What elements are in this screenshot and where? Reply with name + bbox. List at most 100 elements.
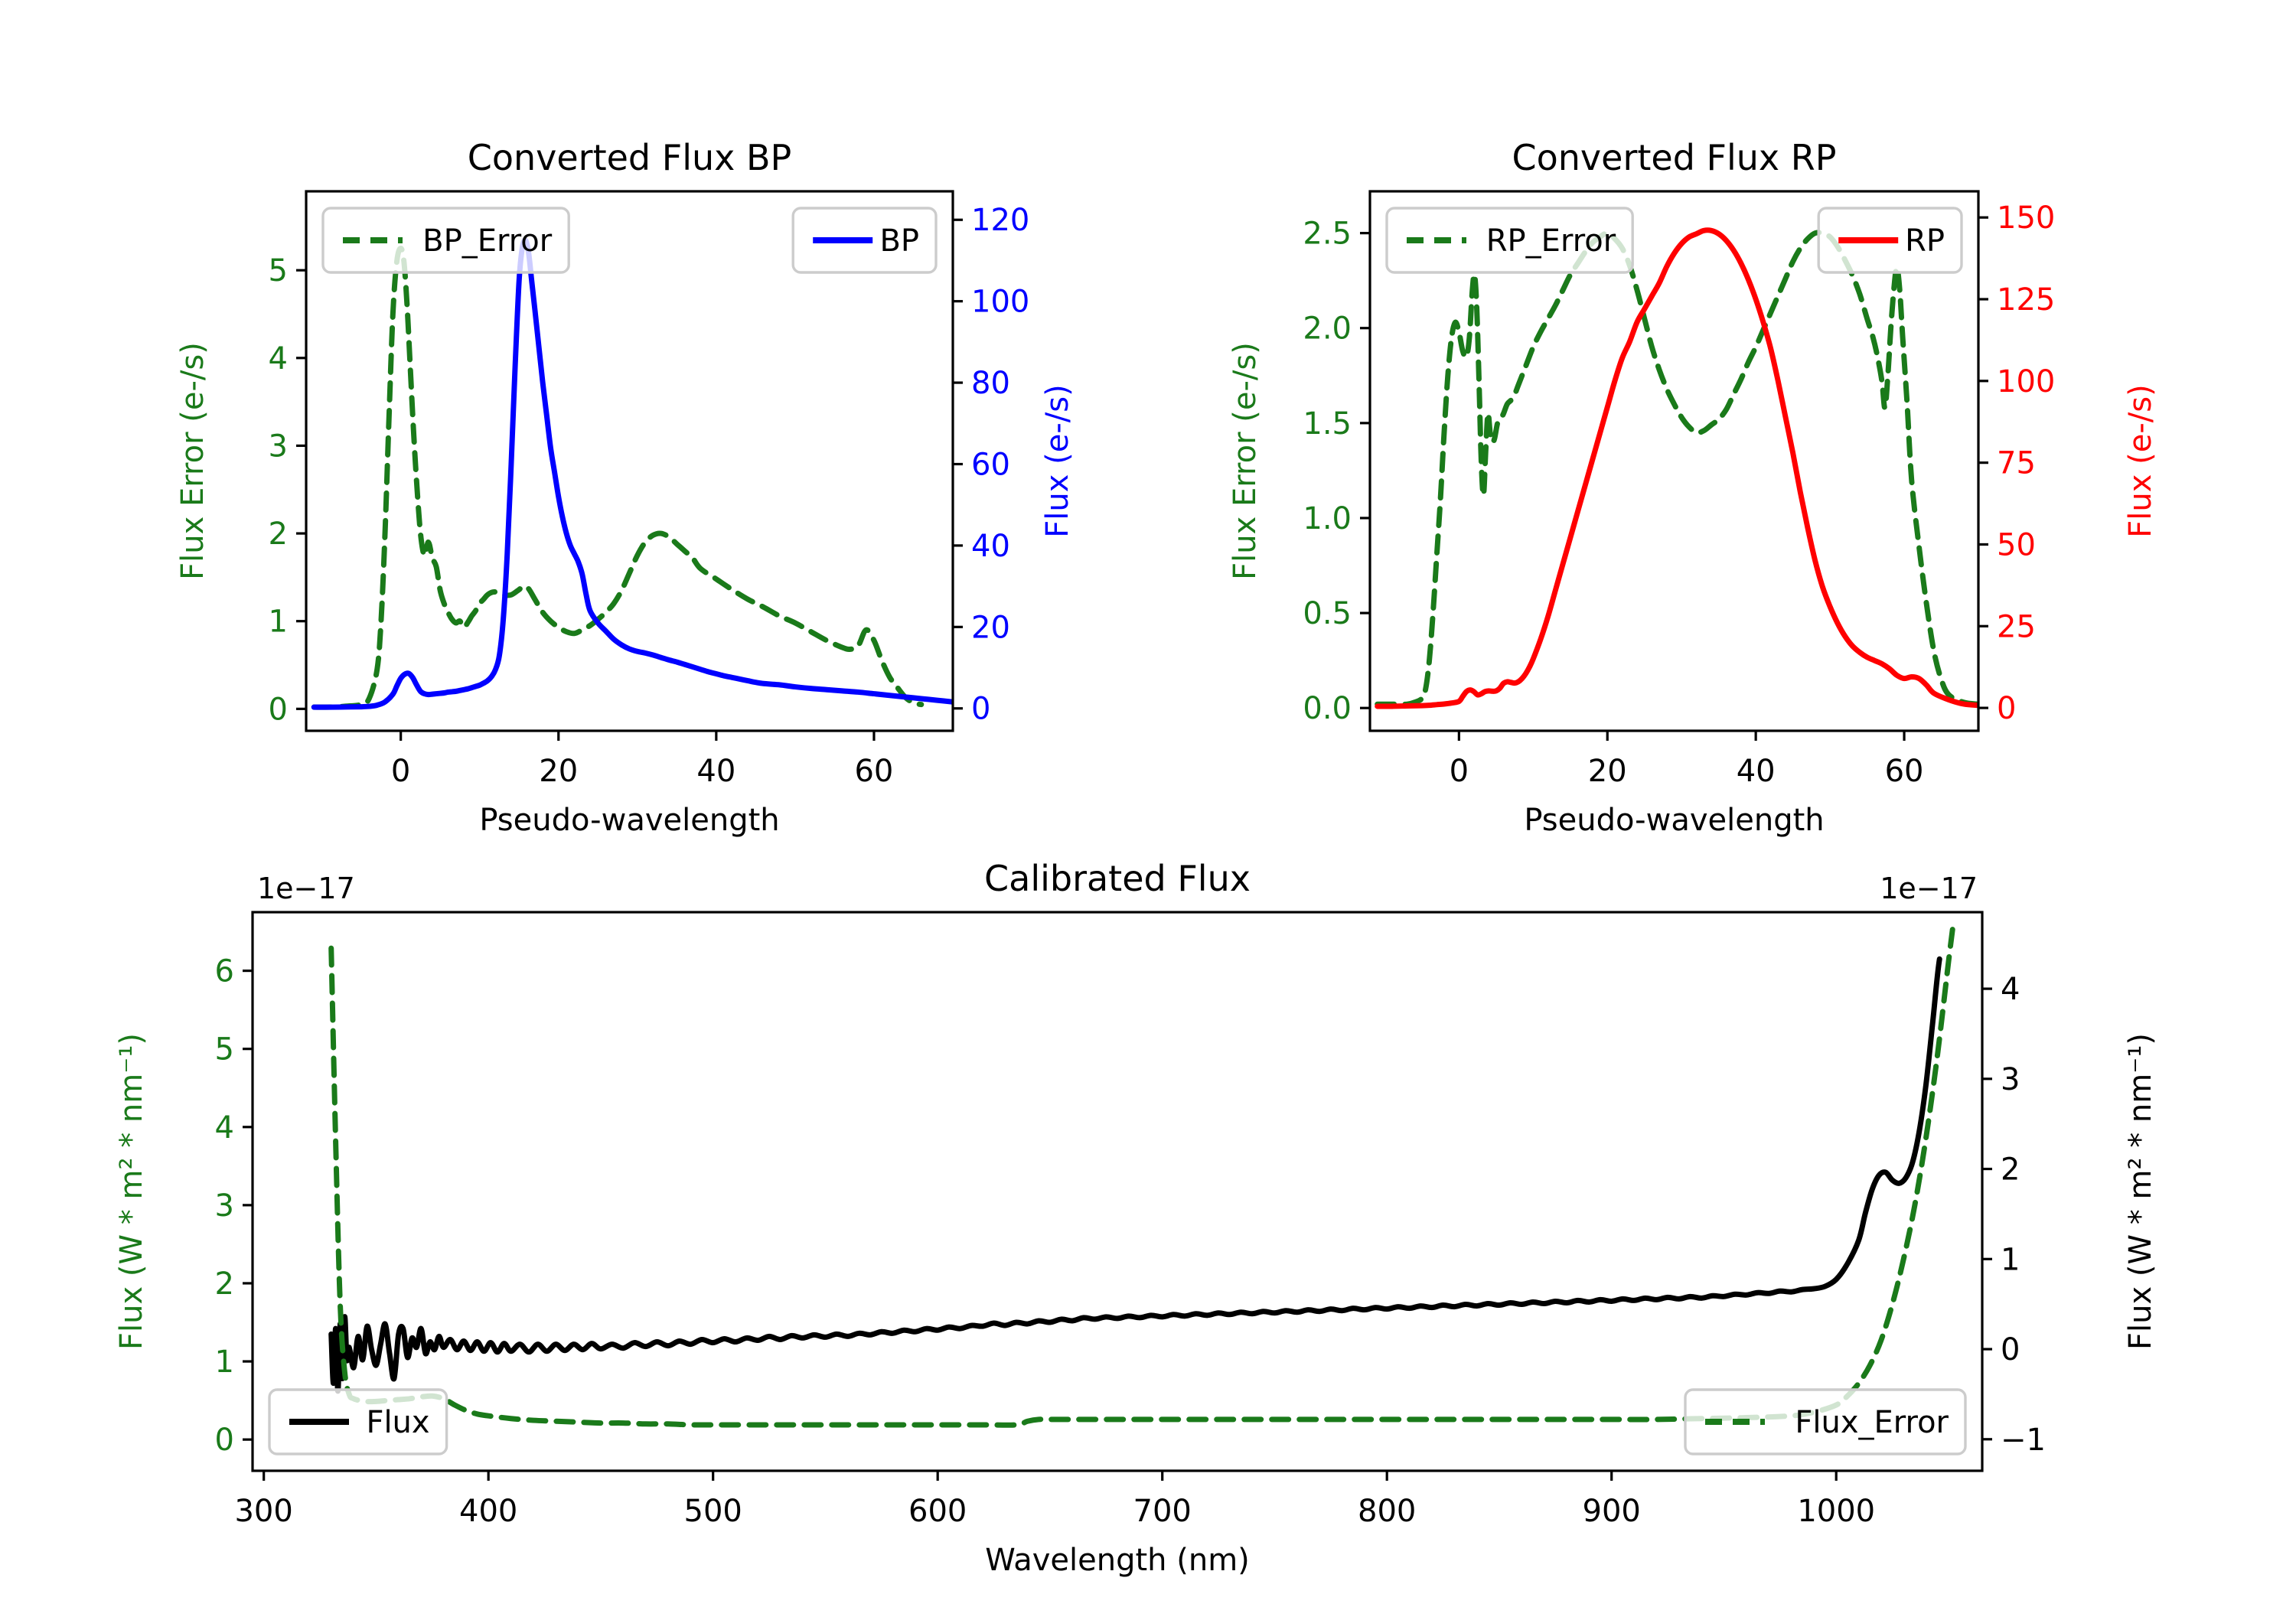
- chart-converted-flux-rp: Converted Flux RP 0 20 40 60 Pseudo-wavelengt…: [1228, 137, 2158, 838]
- legend-label-flux_error: Flux_Error: [1795, 1405, 1949, 1440]
- chart-title: Converted Flux RP: [1512, 137, 1837, 178]
- x-axis-label: Pseudo-wavelength: [479, 803, 779, 838]
- legend-label-flux: Flux: [366, 1405, 429, 1440]
- y-right-tick-label: −1: [2001, 1423, 2046, 1458]
- x-tick-label: 700: [1133, 1494, 1192, 1529]
- legend-rp: RP: [1817, 207, 1963, 274]
- y-right-tick-label: 100: [1997, 364, 2055, 399]
- curve-rp_error: [1375, 230, 1978, 707]
- y-right-tick-label: 0: [971, 692, 990, 727]
- plot-frame: [305, 190, 954, 732]
- legend-box: [1385, 207, 1634, 274]
- x-axis-label: Pseudo-wavelength: [1524, 803, 1824, 838]
- y-right-tick-label: 2: [2001, 1152, 2020, 1188]
- legend-label-bp_error: BP_Error: [422, 223, 553, 259]
- y-left-tick-label: 5: [215, 1032, 234, 1068]
- series-group: [328, 923, 1956, 1428]
- y-right-tick-label: 120: [971, 203, 1029, 238]
- chart-title: Calibrated Flux: [984, 858, 1251, 899]
- chart-title: Converted Flux BP: [468, 137, 792, 178]
- x-tick-label: 300: [234, 1494, 292, 1529]
- y-right-tick-label: 0: [2001, 1332, 2020, 1367]
- y-right-axis-label: Flux (e-/s): [1040, 384, 1075, 537]
- y-right-tick-label: 1: [2001, 1242, 2020, 1277]
- legend-flux: Flux: [268, 1388, 448, 1455]
- x-tick-label: 20: [1588, 754, 1627, 789]
- chart-converted-flux-bp: Converted Flux BP0 20 40 60Pseudo-wavelengt…: [175, 137, 1075, 838]
- y-right-tick-label: 50: [1997, 527, 2036, 562]
- series-group: [311, 237, 953, 710]
- legend-label-rp: RP: [1905, 223, 1945, 259]
- x-tick-label: 500: [684, 1494, 742, 1529]
- y-right-tick-label: 0: [1997, 691, 2016, 726]
- y-left-tick-label: 2.0: [1303, 311, 1352, 347]
- series-group: [1375, 227, 1978, 709]
- x-tick-label: 900: [1583, 1494, 1641, 1529]
- y-left-tick-label: 4: [215, 1110, 234, 1146]
- y-left-offset-text: 1e−17: [257, 872, 355, 905]
- y-right-tick-label: 25: [1997, 609, 2036, 644]
- y-right-tick-label: 40: [971, 529, 1010, 564]
- y-right-tick-label: 75: [1997, 446, 2036, 481]
- y-left-tick-label: 2: [215, 1266, 234, 1302]
- x-tick-label: 0: [1450, 754, 1469, 789]
- x-tick-label: 40: [696, 754, 735, 789]
- legend-label-bp: BP: [879, 223, 919, 259]
- y-left-tick-label: 1: [269, 605, 288, 640]
- x-tick-label: 0: [391, 754, 410, 789]
- y-left-tick-label: 5: [269, 253, 288, 288]
- legend-box: [268, 1388, 448, 1455]
- curve-bp: [311, 237, 953, 710]
- y-right-axis-label: Flux (e-/s): [2123, 384, 2158, 537]
- y-right-tick-label: 3: [2001, 1062, 2020, 1097]
- y-right-tick-label: 20: [971, 610, 1010, 645]
- curve-rp: [1375, 227, 1978, 709]
- y-left-tick-label: 1.5: [1303, 406, 1352, 442]
- x-tick-label: 20: [539, 754, 578, 789]
- legend-box: [1684, 1388, 1967, 1455]
- y-left-tick-label: 1: [215, 1345, 234, 1380]
- y-right-tick-label: 60: [971, 447, 1010, 482]
- curve-flux: [328, 956, 1942, 1394]
- y-right-tick-label: 80: [971, 366, 1010, 401]
- x-tick-label: 800: [1358, 1494, 1416, 1529]
- y-right-tick-label: 125: [1997, 282, 2055, 318]
- y-left-tick-label: 2.5: [1303, 217, 1352, 252]
- y-left-tick-label: 0.5: [1303, 596, 1352, 631]
- legend-bp_error: BP_Error: [321, 207, 570, 274]
- y-left-tick-label: 1.0: [1303, 501, 1352, 536]
- plot-frame: [251, 911, 1984, 1472]
- y-left-tick-label: 2: [269, 517, 288, 552]
- x-tick-label: 1000: [1797, 1494, 1875, 1529]
- y-left-tick-label: 0: [269, 692, 288, 727]
- y-left-axis-label: Flux Error (e-/s): [1228, 342, 1263, 580]
- x-tick-label: 40: [1737, 754, 1776, 789]
- y-right-offset-text: 1e−17: [1880, 872, 1978, 905]
- legend-rp_error: RP_Error: [1385, 207, 1634, 274]
- y-left-tick-label: 0.0: [1303, 691, 1352, 726]
- y-left-axis-label: Flux (W * m² * nm⁻¹): [114, 1033, 149, 1350]
- y-left-tick-label: 4: [269, 341, 288, 376]
- y-right-tick-label: 4: [2001, 972, 2020, 1007]
- x-tick-label: 60: [854, 754, 893, 789]
- curve-bp_error: [311, 246, 925, 710]
- y-right-tick-label: 100: [971, 285, 1029, 320]
- plot-frame: [1368, 190, 1980, 732]
- panel-converted-flux-rp: Converted Flux RP 0 20 40 60 Pseudo-wavelengt…: [1148, 0, 2296, 838]
- x-tick-label: 600: [908, 1494, 967, 1529]
- panel-converted-flux-bp: Converted Flux BP 0 20 40 60 Pseudo-wavelengt…: [0, 0, 1148, 838]
- x-axis-label: Wavelength (nm): [985, 1543, 1250, 1578]
- curve-flux_error: [328, 923, 1956, 1428]
- y-right-axis-label: Flux (W * m² * nm⁻¹): [2123, 1033, 2158, 1350]
- legend-label-rp_error: RP_Error: [1486, 223, 1616, 259]
- x-tick-label: 60: [1885, 754, 1924, 789]
- legend-bp: BP: [791, 207, 938, 274]
- x-tick-label: 400: [459, 1494, 517, 1529]
- legend-box: [321, 207, 570, 274]
- y-left-tick-label: 0: [215, 1423, 234, 1458]
- y-left-axis-label: Flux Error (e-/s): [175, 342, 210, 580]
- panel-calibrated-flux: Calibrated Flux 300 400 500 600 700 800 900 1000…: [0, 826, 2296, 1607]
- y-right-tick-label: 150: [1997, 200, 2055, 236]
